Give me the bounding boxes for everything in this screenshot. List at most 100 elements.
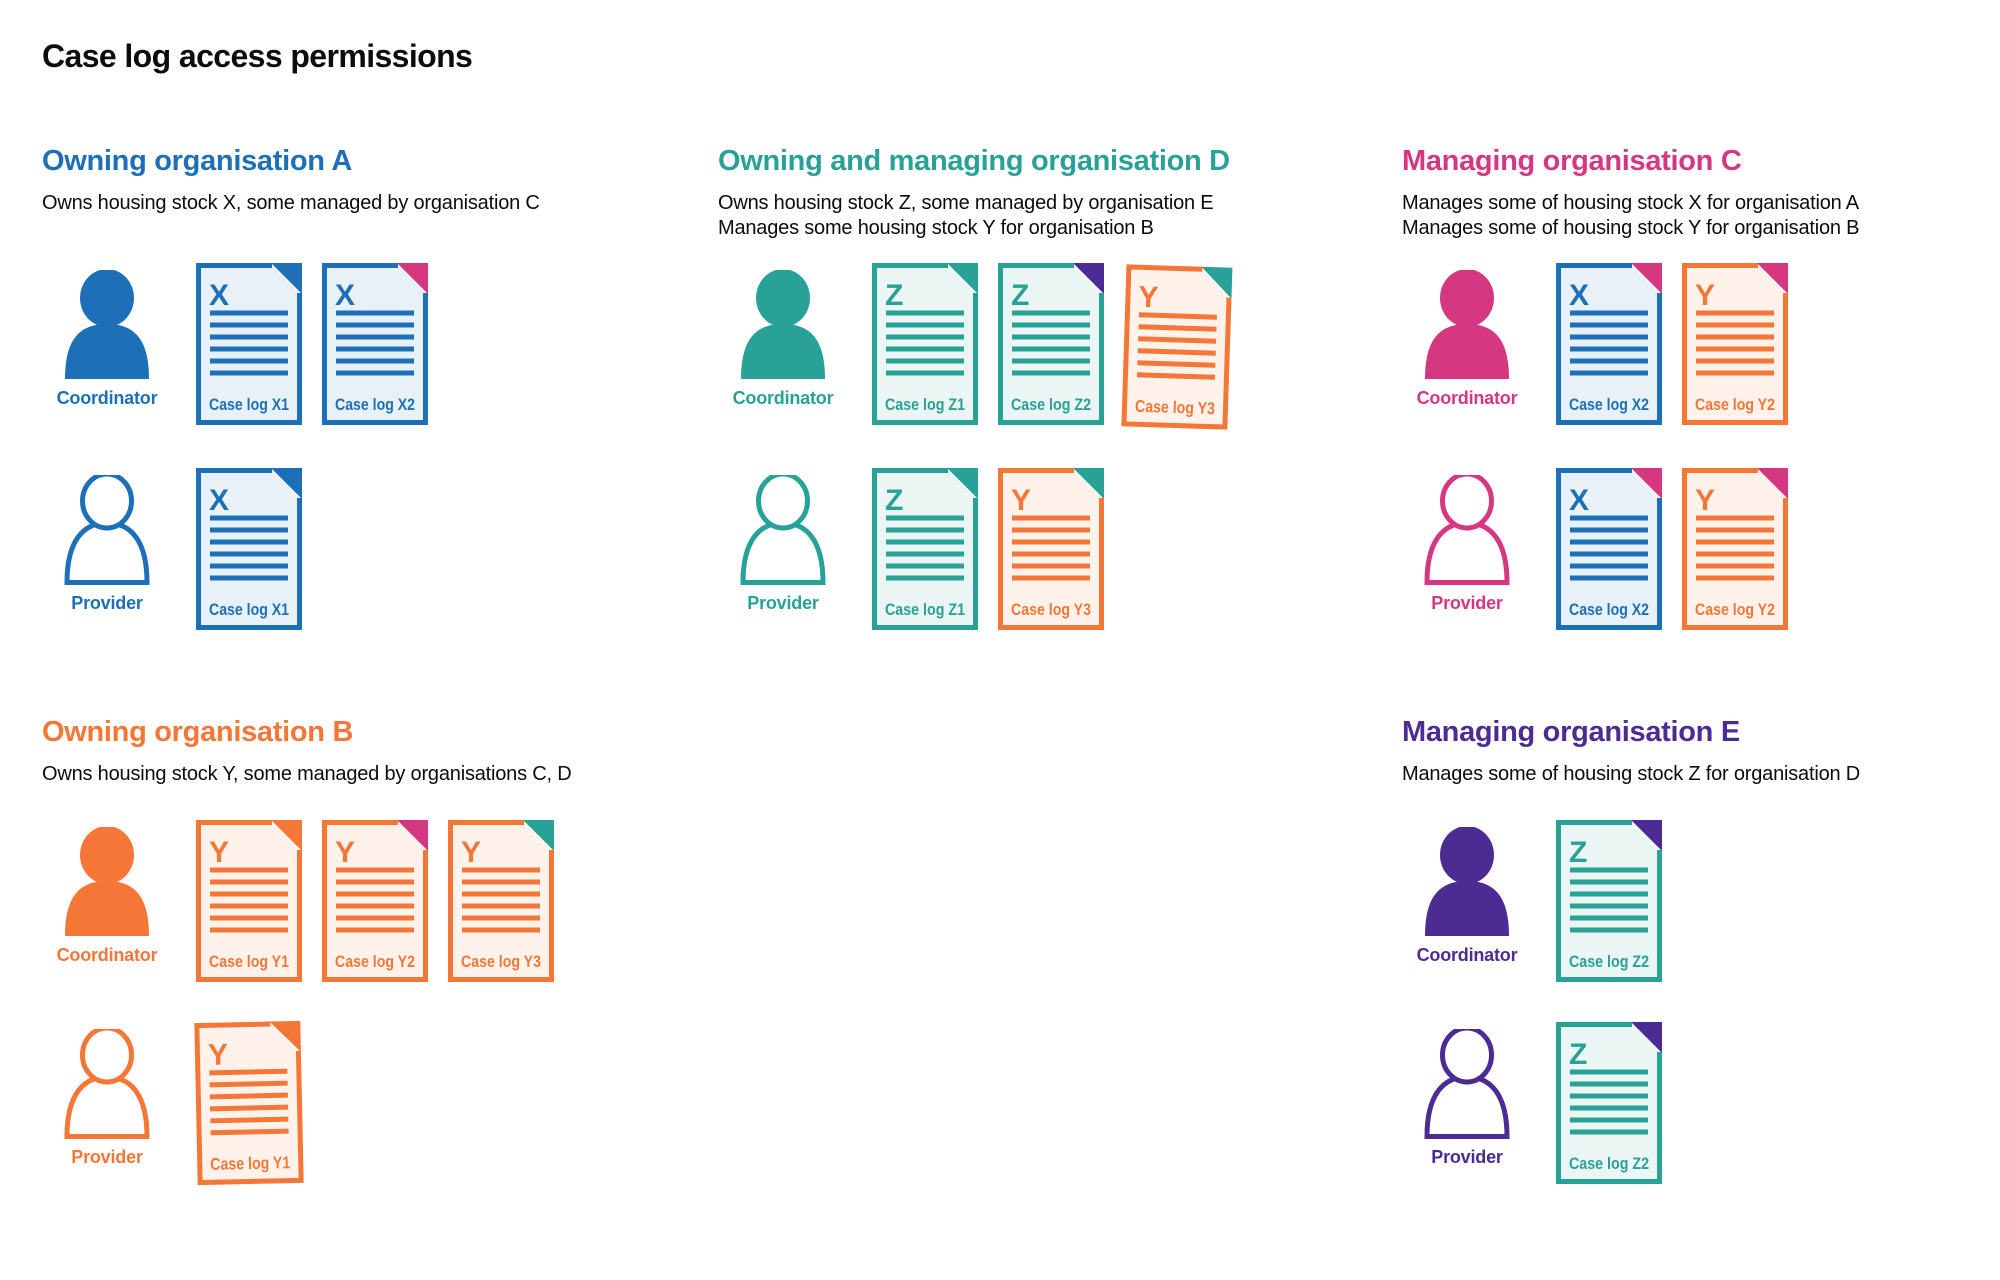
case-log-label: Case log Y2: [335, 952, 415, 971]
case-log-label: Case log Y2: [1695, 600, 1775, 619]
case-log-doc: Y Case log Y3: [998, 468, 1104, 630]
case-log-label: Case log Y1: [210, 1153, 290, 1174]
fold-corner-icon: [397, 263, 428, 294]
text-lines-icon: [210, 515, 288, 581]
case-log-doc: Y Case log Y3: [448, 820, 554, 982]
fold-corner-icon: [269, 1020, 301, 1052]
doc-list: Z Case log Z2: [1556, 820, 1662, 982]
text-lines-icon: [336, 310, 414, 376]
role-label: Coordinator: [732, 388, 834, 408]
provider-row: Provider X Case log X2: [1402, 468, 1788, 630]
provider-row: Provider Y Case log Y1: [42, 1020, 304, 1186]
section-description: Owns housing stock X, some managed by or…: [42, 192, 540, 214]
role-label: Provider: [1431, 593, 1503, 613]
doc-list: Y Case log Y1 Y Case log Y2: [196, 820, 554, 982]
document-icon: Y Case log Y3: [998, 468, 1104, 630]
coordinator-person: Coordinator: [42, 263, 172, 409]
text-lines-icon: [886, 515, 964, 581]
fold-corner-icon: [1631, 820, 1662, 851]
case-log-label: Case log Z2: [1569, 1154, 1649, 1173]
section-owning-organisation-b: Owning organisation B Owns housing stock…: [42, 716, 692, 1186]
text-lines-icon: [1136, 312, 1217, 380]
document-icon: Y Case log Y1: [194, 1020, 304, 1186]
case-log-doc: Y Case log Y2: [322, 820, 428, 982]
provider-person: Provider: [718, 468, 848, 614]
document-icon: Y Case log Y2: [1682, 263, 1788, 425]
section-managing-organisation-e: Managing organisation E Manages some of …: [1402, 716, 1992, 1184]
section-description: Manages some of housing stock Z for orga…: [1402, 763, 1861, 785]
text-lines-icon: [210, 867, 288, 933]
section-description: Owns housing stock Y, some managed by or…: [42, 763, 572, 785]
case-log-doc: Z Case log Z2: [1556, 1022, 1662, 1184]
document-icon: Y Case log Y2: [322, 820, 428, 982]
provider-person: Provider: [42, 468, 172, 614]
provider-person: Provider: [1402, 1022, 1532, 1168]
document-icon: Y Case log Y3: [1121, 264, 1233, 430]
doc-list: X Case log X1 X Case log X2: [196, 263, 428, 425]
section-description: Manages some of housing stock Y for orga…: [1402, 217, 1860, 239]
case-log-doc: X Case log X2: [1556, 263, 1662, 425]
role-label: Coordinator: [1416, 388, 1518, 408]
document-icon: Z Case log Z2: [1556, 1022, 1662, 1184]
case-log-doc: Y Case log Y1: [194, 1020, 304, 1186]
stock-letter: X: [335, 279, 355, 312]
provider-row: Provider Z Case log Z2: [1402, 1022, 1662, 1184]
document-icon: X Case log X2: [1556, 263, 1662, 425]
case-log-doc: Y Case log Y2: [1682, 468, 1788, 630]
document-icon: Y Case log Y2: [1682, 468, 1788, 630]
provider-icon: [740, 475, 826, 585]
stock-letter: Z: [885, 279, 903, 312]
role-label: Provider: [71, 593, 143, 613]
text-lines-icon: [209, 1068, 289, 1136]
fold-corner-icon: [523, 820, 554, 851]
document-icon: X Case log X2: [322, 263, 428, 425]
document-icon: Y Case log Y3: [448, 820, 554, 982]
case-log-doc: Y Case log Y1: [196, 820, 302, 982]
fold-corner-icon: [1631, 1022, 1662, 1053]
case-log-label: Case log X2: [1569, 600, 1649, 619]
section-description: Manages some housing stock Y for organis…: [718, 217, 1154, 239]
stock-letter: Z: [1569, 836, 1587, 869]
text-lines-icon: [1570, 1069, 1648, 1135]
stock-letter: Y: [461, 836, 481, 869]
text-lines-icon: [1012, 515, 1090, 581]
provider-icon: [64, 1029, 150, 1139]
provider-person: Provider: [1402, 468, 1532, 614]
stock-letter: Y: [1138, 281, 1159, 315]
fold-corner-icon: [271, 820, 302, 851]
stock-letter: Z: [1011, 279, 1029, 312]
case-log-doc: X Case log X1: [196, 263, 302, 425]
text-lines-icon: [886, 310, 964, 376]
text-lines-icon: [1570, 515, 1648, 581]
role-label: Coordinator: [1416, 945, 1518, 965]
text-lines-icon: [1570, 310, 1648, 376]
coordinator-row: Coordinator X Case log X2: [1402, 263, 1788, 425]
section-managing-organisation-c: Managing organisation C Manages some of …: [1402, 145, 1992, 630]
case-log-label: Case log X2: [1569, 395, 1649, 414]
case-log-doc: Z Case log Z1: [872, 263, 978, 425]
case-log-label: Case log Z1: [885, 600, 965, 619]
section-heading: Managing organisation E: [1402, 716, 1740, 748]
coordinator-icon: [741, 270, 825, 379]
document-icon: Z Case log Z2: [1556, 820, 1662, 982]
role-label: Provider: [1431, 1147, 1503, 1167]
coordinator-icon: [1425, 827, 1509, 936]
section-description: Manages some of housing stock X for orga…: [1402, 192, 1859, 214]
stock-letter: X: [1569, 484, 1589, 517]
stock-letter: Y: [335, 836, 355, 869]
coordinator-row: Coordinator Z Case log Z2: [1402, 820, 1662, 982]
coordinator-person: Coordinator: [1402, 820, 1532, 966]
document-icon: Y Case log Y1: [196, 820, 302, 982]
provider-icon: [1424, 1029, 1510, 1139]
case-log-label: Case log Y3: [1011, 600, 1091, 619]
case-log-doc: X Case log X2: [322, 263, 428, 425]
case-log-label: Case log Z1: [885, 395, 965, 414]
doc-list: X Case log X2 Y Case log Y2: [1556, 263, 1788, 425]
case-log-doc: Y Case log Y2: [1682, 263, 1788, 425]
stock-letter: X: [209, 279, 229, 312]
fold-corner-icon: [397, 820, 428, 851]
fold-corner-icon: [1757, 263, 1788, 294]
section-owning-organisation-a: Owning organisation A Owns housing stock…: [42, 145, 672, 630]
case-log-label: Case log Y2: [1695, 395, 1775, 414]
